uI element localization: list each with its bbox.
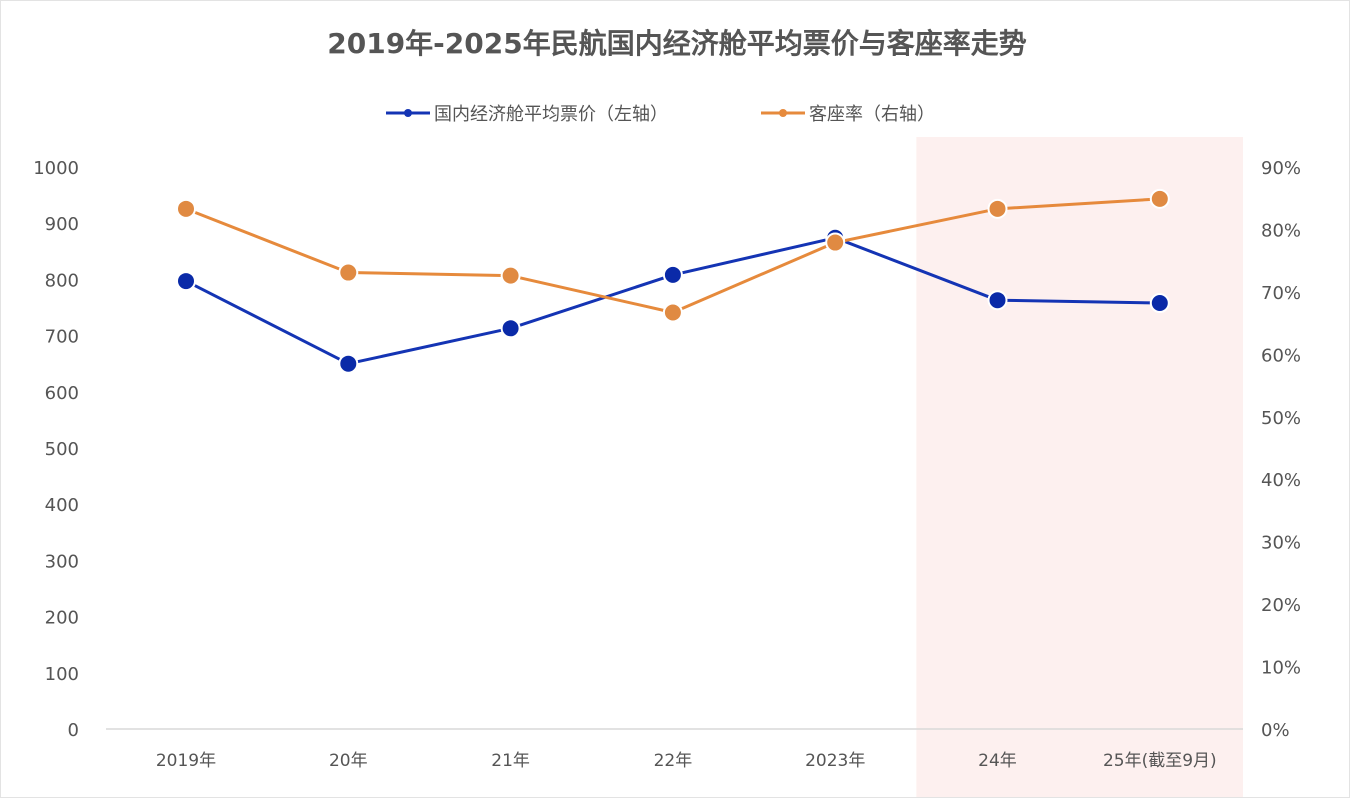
data-point-load-factor: [338, 262, 359, 283]
y-left-tick-label: 800: [45, 270, 79, 291]
y-left-tick-label: 1000: [33, 158, 79, 179]
y-left-tick-label: 400: [45, 495, 79, 516]
x-tick-label: 22年: [654, 751, 693, 771]
data-point-price: [662, 264, 683, 285]
y-left-tick-label: 500: [45, 439, 79, 460]
data-point-load-factor: [176, 198, 196, 219]
chart-title: 2019年-2025年民航国内经济舱平均票价与客座率走势: [327, 27, 1026, 60]
x-tick-label: 24年: [978, 751, 1017, 771]
highlight-band: [916, 137, 1243, 797]
y-right-tick-label: 60%: [1261, 345, 1301, 366]
x-tick-label: 25年(截至9月): [1103, 751, 1217, 771]
data-point-price: [1149, 293, 1170, 314]
x-tick-label: 2019年: [156, 751, 216, 771]
y-left-tick-label: 700: [45, 327, 79, 348]
data-point-load-factor: [1149, 188, 1170, 209]
y-right-tick-label: 0%: [1261, 720, 1290, 741]
y-left-tick-label: 600: [45, 383, 79, 404]
legend-item-price[interactable]: 国内经济舱平均票价（左轴）: [386, 104, 668, 125]
data-point-load-factor: [662, 302, 683, 323]
data-point-price: [987, 290, 1008, 311]
y-left-tick-label: 0: [68, 720, 79, 741]
y-right-tick-label: 40%: [1261, 470, 1301, 491]
data-point-load-factor: [825, 232, 846, 253]
y-right-tick-label: 70%: [1261, 283, 1301, 304]
y-right-tick-label: 50%: [1261, 408, 1301, 429]
y-right-tick-label: 20%: [1261, 595, 1301, 616]
legend-label-load-factor: 客座率（右轴）: [809, 104, 935, 125]
y-left-tick-label: 100: [45, 664, 79, 685]
legend-label-price: 国内经济舱平均票价（左轴）: [434, 104, 668, 125]
data-point-load-factor: [500, 265, 521, 286]
y-left-tick-label: 900: [45, 214, 79, 235]
y-right-tick-label: 80%: [1261, 220, 1301, 241]
data-point-price: [500, 318, 521, 339]
x-tick-label: 2023年: [805, 751, 865, 771]
data-point-price: [338, 353, 359, 374]
data-point-price: [176, 271, 196, 292]
y-right-tick-label: 10%: [1261, 658, 1301, 679]
legend-item-load-factor[interactable]: 客座率（右轴）: [761, 104, 935, 125]
x-tick-label: 20年: [329, 751, 368, 771]
y-right-tick-label: 30%: [1261, 533, 1301, 554]
data-point-load-factor: [987, 198, 1008, 219]
y-left-tick-label: 200: [45, 608, 79, 629]
legend: 国内经济舱平均票价（左轴） 客座率（右轴）: [386, 104, 935, 125]
x-tick-label: 21年: [491, 751, 530, 771]
y-left-tick-label: 300: [45, 551, 79, 572]
y-right-tick-label: 90%: [1261, 158, 1301, 179]
